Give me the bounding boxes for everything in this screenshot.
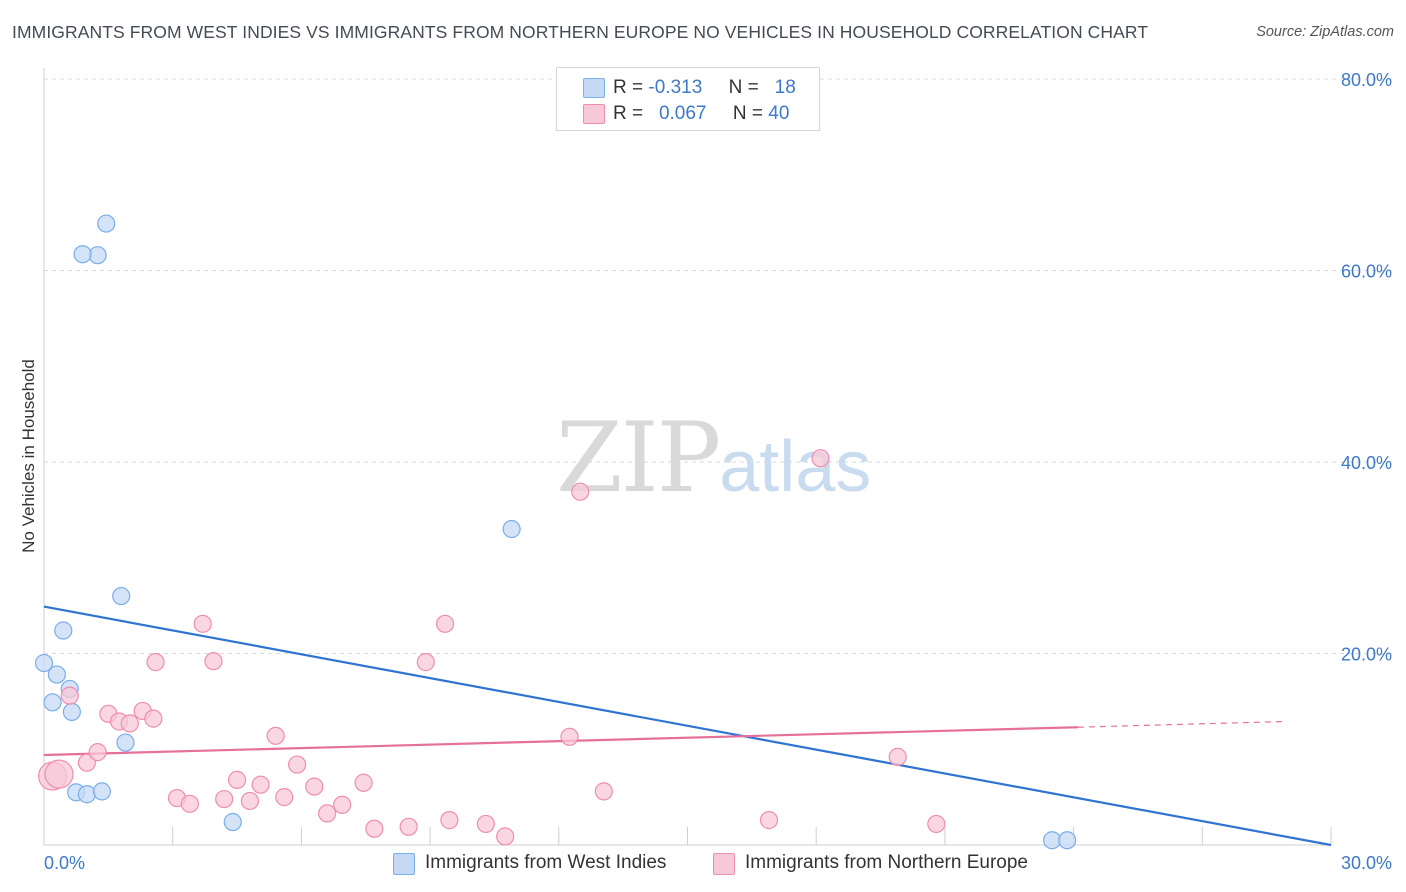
point-northern-europe <box>571 482 590 501</box>
point-northern-europe <box>146 653 165 672</box>
point-northern-europe <box>416 653 435 672</box>
point-northern-europe <box>120 714 139 733</box>
point-northern-europe <box>888 747 907 767</box>
y-tick-label: 80.0% <box>1341 70 1392 90</box>
point-northern-europe <box>399 817 418 836</box>
point-west-indies <box>43 693 62 712</box>
point-northern-europe <box>496 827 515 846</box>
point-northern-europe <box>193 614 212 633</box>
point-northern-europe <box>180 794 199 813</box>
watermark-atlas: atlas <box>719 427 872 507</box>
point-northern-europe <box>144 709 163 728</box>
point-west-indies <box>1058 831 1077 850</box>
point-northern-europe <box>251 775 270 794</box>
y-tick-label: 20.0% <box>1341 645 1392 665</box>
point-northern-europe <box>60 686 79 705</box>
series-label-northern-europe: Immigrants from Northern Europe <box>745 852 1028 873</box>
point-northern-europe <box>266 726 285 745</box>
legend-swatch-west-indies <box>583 78 605 98</box>
trend-line-west-indies <box>43 605 1332 847</box>
grid-lines <box>44 78 1392 654</box>
point-west-indies <box>62 702 81 722</box>
legend-r-value: -0.313 <box>648 77 703 98</box>
point-northern-europe <box>759 811 779 830</box>
point-west-indies <box>54 621 73 640</box>
axis-labels: 20.0% 40.0% 60.0% 80.0% 0.0% 30.0% No Vehicles… <box>19 70 1392 873</box>
axes <box>43 68 1332 846</box>
point-northern-europe <box>440 811 459 830</box>
point-west-indies <box>223 812 242 832</box>
point-northern-europe <box>227 770 247 789</box>
point-northern-europe <box>305 777 324 796</box>
point-northern-europe <box>44 759 74 789</box>
y-tick-label: 60.0% <box>1341 262 1392 282</box>
point-northern-europe <box>365 819 384 838</box>
trend-lines <box>43 605 1332 847</box>
series-swatch-northern-europe <box>713 853 735 875</box>
data-points <box>34 214 1077 850</box>
series-label-west-indies: Immigrants from West Indies <box>425 852 667 873</box>
x-tick-label: 30.0% <box>1341 853 1392 873</box>
point-northern-europe <box>333 795 352 814</box>
point-northern-europe <box>240 791 260 811</box>
point-west-indies <box>77 785 97 804</box>
legend-n-label: N = <box>728 77 759 98</box>
legend-r-value: 0.067 <box>658 103 707 124</box>
point-northern-europe <box>88 743 107 762</box>
point-northern-europe <box>927 814 946 834</box>
point-northern-europe <box>215 789 234 809</box>
series-swatch-west-indies <box>393 853 415 875</box>
point-northern-europe <box>204 652 223 671</box>
legend-r-label: R = <box>613 77 644 98</box>
y-tick-label: 40.0% <box>1341 453 1392 473</box>
legend-n-value: 40 <box>768 103 790 124</box>
point-west-indies <box>112 586 131 606</box>
point-northern-europe <box>560 727 579 746</box>
y-axis-title: No Vehicles in Household <box>19 359 38 553</box>
point-west-indies <box>116 733 135 752</box>
point-northern-europe <box>275 788 294 807</box>
chart-title: IMMIGRANTS FROM WEST INDIES VS IMMIGRANT… <box>12 22 1149 42</box>
source-note: Source: ZipAtlas.com <box>1256 24 1394 40</box>
legend-n-value: 18 <box>774 77 796 98</box>
point-northern-europe <box>476 814 495 834</box>
point-west-indies <box>88 246 107 265</box>
point-west-indies <box>47 665 66 684</box>
stats-legend: R = -0.313 N = 18 R = 0.067 N = 40 <box>556 67 820 131</box>
point-northern-europe <box>288 755 307 774</box>
point-northern-europe <box>354 773 373 792</box>
point-west-indies <box>97 214 116 233</box>
point-west-indies <box>73 245 92 264</box>
point-northern-europe <box>318 804 337 823</box>
trend-line-northern-europe <box>43 726 1078 757</box>
legend-n-label: N = <box>732 103 764 124</box>
point-west-indies <box>34 653 54 673</box>
point-northern-europe <box>594 782 613 801</box>
point-west-indies <box>92 782 112 801</box>
x-tick-label: 0.0% <box>44 853 85 873</box>
trend-line-northern-europe-extension <box>1077 720 1286 728</box>
point-west-indies <box>502 519 521 539</box>
legend-swatch-northern-europe <box>583 104 605 124</box>
point-northern-europe <box>811 449 830 468</box>
point-northern-europe <box>436 614 455 633</box>
legend-r-label: R = <box>613 103 644 124</box>
